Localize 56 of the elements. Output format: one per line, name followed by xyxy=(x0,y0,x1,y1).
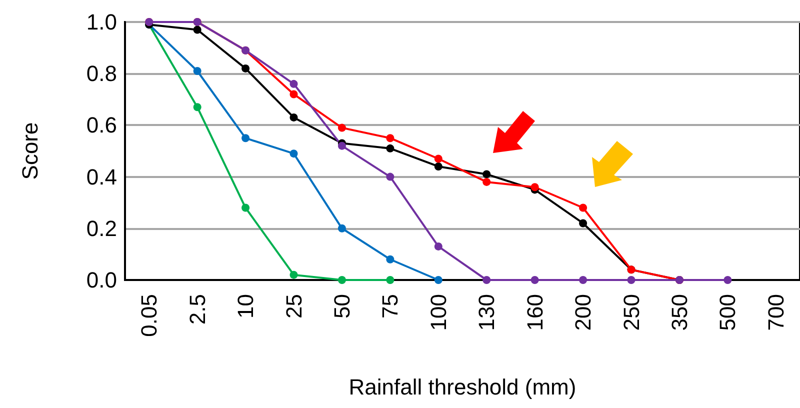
point xyxy=(579,204,588,212)
point xyxy=(290,80,298,88)
point xyxy=(242,204,250,212)
point xyxy=(482,170,491,178)
point xyxy=(530,183,539,192)
x-tick-label: 500 xyxy=(715,294,740,331)
x-tick-label: 160 xyxy=(522,294,548,331)
point xyxy=(338,224,346,232)
point xyxy=(338,124,346,132)
point xyxy=(482,178,491,186)
point xyxy=(434,154,442,163)
point xyxy=(386,255,394,264)
point xyxy=(386,276,394,284)
x-tick-label: 75 xyxy=(378,294,403,318)
point xyxy=(386,172,394,181)
point xyxy=(290,90,298,98)
point xyxy=(434,162,442,170)
point xyxy=(193,26,202,34)
y-tick-label: 0.4 xyxy=(86,164,117,190)
point xyxy=(724,276,732,284)
point xyxy=(434,276,442,284)
x-tick-label: 100 xyxy=(426,294,451,331)
point xyxy=(193,103,202,112)
y-tick-label: 0.8 xyxy=(86,61,117,86)
y-tick-label: 0.6 xyxy=(86,112,117,138)
x-tick-label: 50 xyxy=(329,294,354,318)
y-tick-label: 0.2 xyxy=(86,216,117,241)
point xyxy=(193,67,202,76)
x-tick-label: 10 xyxy=(233,294,258,318)
x-tick-label: 250 xyxy=(618,294,644,331)
y-axis-title: Score xyxy=(18,122,42,180)
x-tick-label: 700 xyxy=(763,294,788,331)
y-tick-label: 1.0 xyxy=(86,10,117,34)
x-tick-label: 130 xyxy=(474,294,500,331)
y-tick-label: 0.0 xyxy=(86,268,117,292)
point xyxy=(579,219,588,228)
point xyxy=(386,144,394,152)
x-tick-label: 200 xyxy=(570,294,596,331)
point xyxy=(338,142,346,150)
point xyxy=(290,270,298,279)
point xyxy=(290,113,298,122)
point xyxy=(290,150,298,158)
x-tick-label: 25 xyxy=(281,294,306,318)
x-tick-label: 2.5 xyxy=(184,294,210,325)
point xyxy=(434,242,442,250)
point xyxy=(627,276,636,284)
x-tick-label: 350 xyxy=(666,294,692,331)
point xyxy=(482,276,491,284)
x-tick-label: 0.05 xyxy=(136,294,162,337)
x-axis-title: Rainfall threshold (mm) xyxy=(348,374,576,400)
point xyxy=(579,276,588,284)
point xyxy=(338,276,346,284)
point xyxy=(386,134,394,142)
point xyxy=(242,64,250,72)
point xyxy=(242,134,250,142)
point xyxy=(530,276,539,284)
